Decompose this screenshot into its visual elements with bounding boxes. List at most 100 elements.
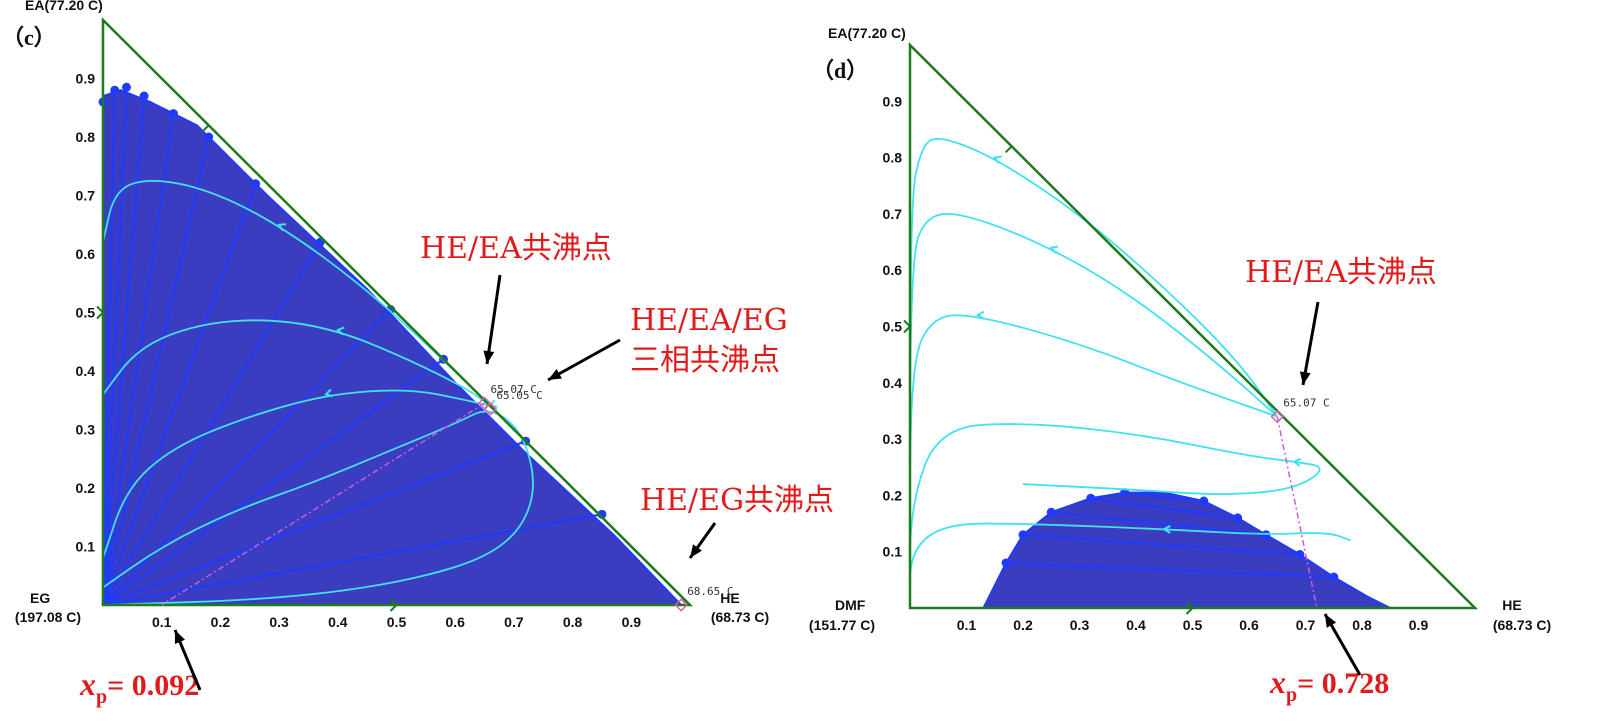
- tie-line: [1022, 533, 1300, 556]
- xp-label: xp= 0.092: [79, 666, 199, 708]
- annotation-arrow-head: [1299, 371, 1311, 385]
- y-tick-label: 0.6: [76, 246, 96, 262]
- vertex-right-name: HE: [720, 590, 739, 606]
- vertex-left-temp: (197.08 C): [15, 609, 81, 625]
- tie-line-end-point: [1199, 496, 1209, 506]
- x-tick-label: 0.5: [387, 614, 407, 630]
- vertex-left-name: DMF: [835, 597, 866, 613]
- annotation-text: HE/EA/EG: [630, 303, 788, 338]
- residue-curve: [909, 423, 1321, 609]
- x-tick-label: 0.1: [152, 614, 172, 630]
- azeotrope-temp-label: 65.07 C: [1283, 397, 1329, 410]
- tie-line-end-point: [168, 109, 178, 119]
- residue-curve-arrow: [992, 155, 1002, 164]
- tie-line: [101, 183, 257, 606]
- y-tick-label: 0.7: [883, 206, 903, 222]
- annotation-arrow-head: [690, 544, 702, 558]
- tie-line-end-point: [204, 132, 214, 142]
- ternary-panel-c: 0.1 0.2 0.3 0.4 0.5 0.6 0.7 0.8 0.9 0.1 0.2 0.3 0.4 0…: [2, 0, 834, 708]
- vertex-right-temp: (68.73 C): [711, 609, 769, 625]
- tie-line: [1051, 511, 1267, 536]
- tie-line-end-point: [1233, 513, 1243, 523]
- tie-line-start-point: [1046, 507, 1056, 517]
- residue-curve-arrow: [324, 388, 334, 398]
- y-tick-label: 0.1: [883, 544, 903, 560]
- xp-label: xp= 0.728: [1269, 664, 1389, 706]
- tie-line-end-point: [251, 179, 261, 189]
- residue-curve-arrow: [335, 326, 345, 336]
- tie-line: [102, 358, 445, 606]
- vertex-left-name: EG: [30, 590, 50, 606]
- annotation-arrow: [485, 274, 502, 365]
- y-tick-label: 0.4: [76, 363, 96, 379]
- distillation-boundary: [1276, 416, 1318, 609]
- residue-curve-arrow: [975, 310, 985, 320]
- tie-line-end-point: [110, 85, 120, 95]
- vertex-top-label: EA(77.20 C): [25, 0, 103, 13]
- y-tick-label: 0.8: [76, 129, 96, 145]
- annotation-text-line2: 三相共沸点: [630, 343, 780, 378]
- panel-label: （c）: [2, 25, 56, 50]
- tie-line: [101, 90, 116, 606]
- y-tick-label: 0.1: [76, 539, 96, 555]
- x-tick-label: 0.7: [504, 614, 524, 630]
- azeotrope-temp-label: 68.65 C: [687, 585, 733, 598]
- ternary-panel-d: 0.1 0.2 0.3 0.4 0.5 0.6 0.7 0.8 0.9 0.1 0.2 0.3 0.4 0…: [809, 25, 1551, 706]
- x-tick-label: 0.6: [1239, 617, 1259, 633]
- tie-line-end-point: [1329, 572, 1339, 582]
- annotation-arrow: [547, 338, 621, 382]
- tie-line-start-point: [1018, 530, 1028, 540]
- frame-arrow: [96, 305, 105, 320]
- annotation-arrow: [1301, 301, 1320, 386]
- x-tick-label: 0.3: [1070, 617, 1090, 633]
- vertex-right-temp: (68.73 C): [1493, 617, 1551, 633]
- tie-line: [1090, 497, 1238, 520]
- tie-line-end-point: [1295, 550, 1305, 560]
- residue-curve-arrow: [1162, 524, 1171, 534]
- tie-line: [1006, 561, 1334, 579]
- residue-curve: [102, 410, 534, 606]
- vertex-right-name: HE: [1502, 597, 1521, 613]
- tie-line: [102, 440, 527, 607]
- tie-line: [1124, 491, 1204, 503]
- y-tick-label: 0.8: [883, 150, 903, 166]
- vertex-top-label: EA(77.20 C): [828, 25, 906, 41]
- tie-line: [101, 136, 210, 606]
- x-tick-label: 0.8: [1352, 617, 1372, 633]
- vertex-left-temp: (151.77 C): [809, 617, 875, 633]
- tie-line: [101, 87, 128, 606]
- tie-line-end-point: [1261, 530, 1271, 540]
- residue-curve-arrow: [1292, 457, 1302, 467]
- x-tick-label: 0.1: [957, 617, 977, 633]
- y-tick-label: 0.2: [883, 487, 903, 503]
- xp-arrow-head: [174, 630, 185, 644]
- panel-label: （d）: [812, 58, 868, 83]
- x-tick-label: 0.9: [622, 614, 642, 630]
- y-tick-label: 0.4: [883, 375, 903, 391]
- frame-arrow: [201, 118, 211, 133]
- x-tick-label: 0.5: [1183, 617, 1203, 633]
- tie-line-end-point: [121, 82, 131, 92]
- y-tick-label: 0.3: [883, 431, 903, 447]
- residue-curve-arrow: [1049, 245, 1059, 254]
- azeotrope-temp-label: 65.05 C: [496, 389, 542, 402]
- azeotrope-point: [1270, 409, 1284, 424]
- tie-line: [102, 241, 322, 606]
- x-tick-label: 0.4: [1126, 617, 1146, 633]
- x-tick-label: 0.2: [211, 614, 231, 630]
- residue-curve: [102, 389, 491, 559]
- x-tick-label: 0.4: [328, 614, 348, 630]
- annotation-text: HE/EA共沸点: [420, 231, 612, 266]
- y-tick-label: 0.7: [76, 188, 96, 204]
- annotation-text: HE/EA共沸点: [1245, 255, 1437, 290]
- tie-line: [101, 95, 146, 606]
- residue-curve-arrow: [277, 223, 287, 232]
- y-tick-label: 0.3: [76, 422, 96, 438]
- tie-line-end-point: [139, 91, 149, 101]
- annotation-arrow-head: [548, 368, 562, 380]
- tie-line-start-point: [1086, 493, 1096, 503]
- azeotrope-point: [483, 402, 498, 416]
- residue-curve: [102, 319, 491, 407]
- residue-curve: [102, 179, 492, 407]
